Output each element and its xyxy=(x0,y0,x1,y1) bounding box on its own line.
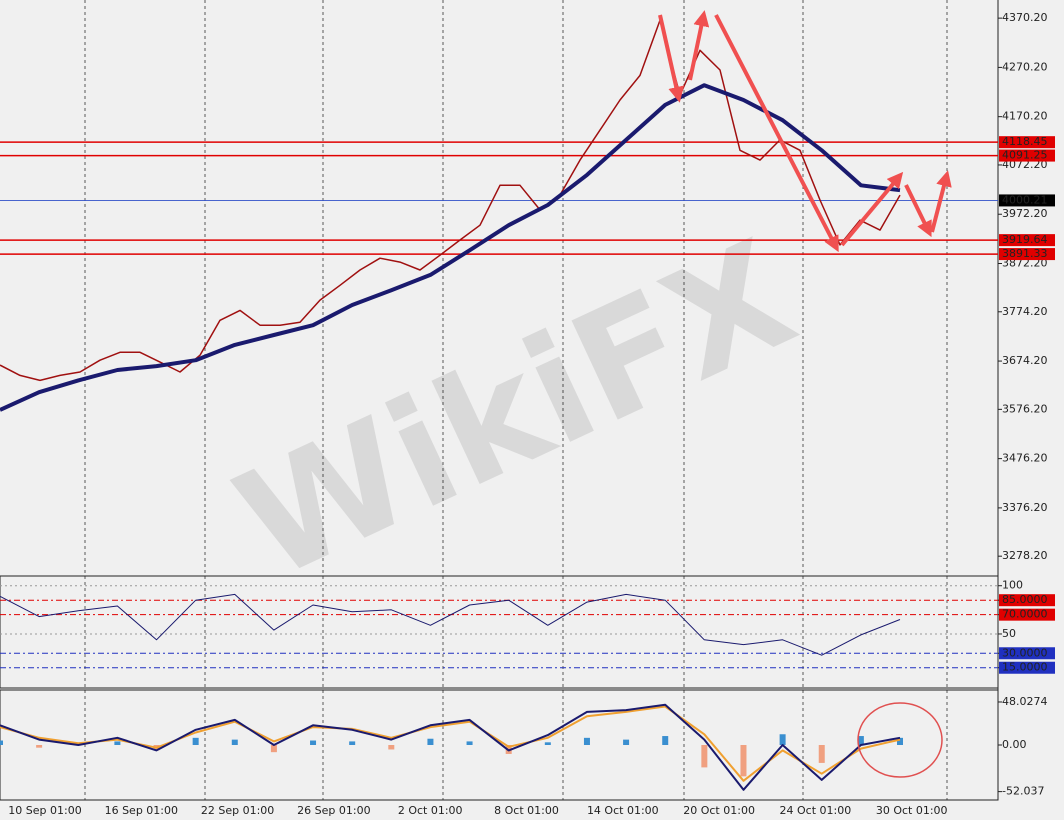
y-tick-label: 3576.20 xyxy=(1002,402,1048,415)
histogram-bar xyxy=(310,740,317,745)
level-box xyxy=(999,149,1055,162)
y-tick-label: 3674.20 xyxy=(1002,354,1048,367)
series-line xyxy=(0,703,901,791)
histogram-bar xyxy=(544,742,551,745)
tick-box xyxy=(999,608,1055,621)
y-tick-label: 3774.20 xyxy=(1002,305,1048,318)
annotation-circle xyxy=(857,702,943,778)
y-tick-label: 3476.20 xyxy=(1002,452,1048,465)
x-tick-label: 2 Oct 01:00 xyxy=(398,804,463,817)
histogram-bar xyxy=(623,739,630,745)
x-tick-label: 26 Sep 01:00 xyxy=(297,804,370,817)
vertical-grid xyxy=(84,0,948,800)
x-tick-label: 30 Oct 01:00 xyxy=(876,804,948,817)
histogram-bar xyxy=(583,737,590,745)
tick-box xyxy=(999,594,1055,607)
histogram-bar xyxy=(740,745,747,777)
x-tick-label: 16 Sep 01:00 xyxy=(105,804,178,817)
x-tick-label: 20 Oct 01:00 xyxy=(683,804,755,817)
histogram-bar xyxy=(270,745,277,753)
y-tick-label: 50 xyxy=(1002,627,1016,640)
series-line xyxy=(0,705,901,782)
x-tick-label: 8 Oct 01:00 xyxy=(494,804,559,817)
histogram-bar xyxy=(466,741,473,745)
x-tick-label: 22 Sep 01:00 xyxy=(201,804,274,817)
level-label: 3891.33 xyxy=(1002,247,1048,260)
series-line xyxy=(0,593,901,656)
series-line xyxy=(0,19,901,382)
y-tick-label: 48.0274 xyxy=(1002,695,1048,708)
histogram-bar xyxy=(701,745,708,768)
level-label: 4000.21 xyxy=(1002,193,1048,206)
y-tick-label: 4170.20 xyxy=(1002,110,1048,123)
annotation-arrows xyxy=(658,10,952,253)
y-tick-label: -52.037 xyxy=(1002,785,1044,798)
histogram-bar xyxy=(349,741,356,745)
histogram-bar xyxy=(36,745,43,748)
histogram-bar xyxy=(897,737,903,745)
level-label: 4091.25 xyxy=(1002,149,1048,162)
y-tick-label: 3376.20 xyxy=(1002,501,1048,514)
level-box xyxy=(999,234,1055,247)
x-tick-label: 14 Oct 01:00 xyxy=(587,804,659,817)
y-tick-label: 85.0000 xyxy=(1002,593,1048,606)
y-tick-label: 3278.20 xyxy=(1002,549,1048,562)
histogram-bar xyxy=(192,737,199,745)
y-tick-label: 4270.20 xyxy=(1002,60,1048,73)
y-tick-label: 3972.20 xyxy=(1002,207,1048,220)
histogram-bar xyxy=(0,740,3,745)
histogram-bar xyxy=(779,734,786,745)
tick-box xyxy=(999,647,1055,660)
histogram-bar xyxy=(388,745,395,750)
y-tick-label: 70.0000 xyxy=(1002,608,1048,621)
y-tick-label: 30.0000 xyxy=(1002,646,1048,659)
level-label: 3919.64 xyxy=(1002,233,1048,246)
histogram-bar xyxy=(818,745,825,763)
x-tick-label: 10 Sep 01:00 xyxy=(8,804,81,817)
level-box xyxy=(999,248,1055,261)
y-tick-label: 0.00 xyxy=(1002,738,1027,751)
level-label: 4118.45 xyxy=(1002,135,1048,148)
level-box xyxy=(999,136,1055,149)
series-line xyxy=(0,83,901,412)
histogram-bar xyxy=(662,736,669,745)
tick-box xyxy=(999,661,1055,674)
histogram-bar xyxy=(114,741,121,745)
y-tick-label: 15.0000 xyxy=(1002,661,1048,674)
x-tick-label: 24 Oct 01:00 xyxy=(780,804,852,817)
y-tick-label: 4370.20 xyxy=(1002,11,1048,24)
histogram-bar xyxy=(231,739,238,745)
histogram-bar xyxy=(857,736,864,745)
level-box xyxy=(999,194,1055,207)
y-tick-label: 100 xyxy=(1002,579,1023,592)
histogram-bar xyxy=(427,738,434,745)
